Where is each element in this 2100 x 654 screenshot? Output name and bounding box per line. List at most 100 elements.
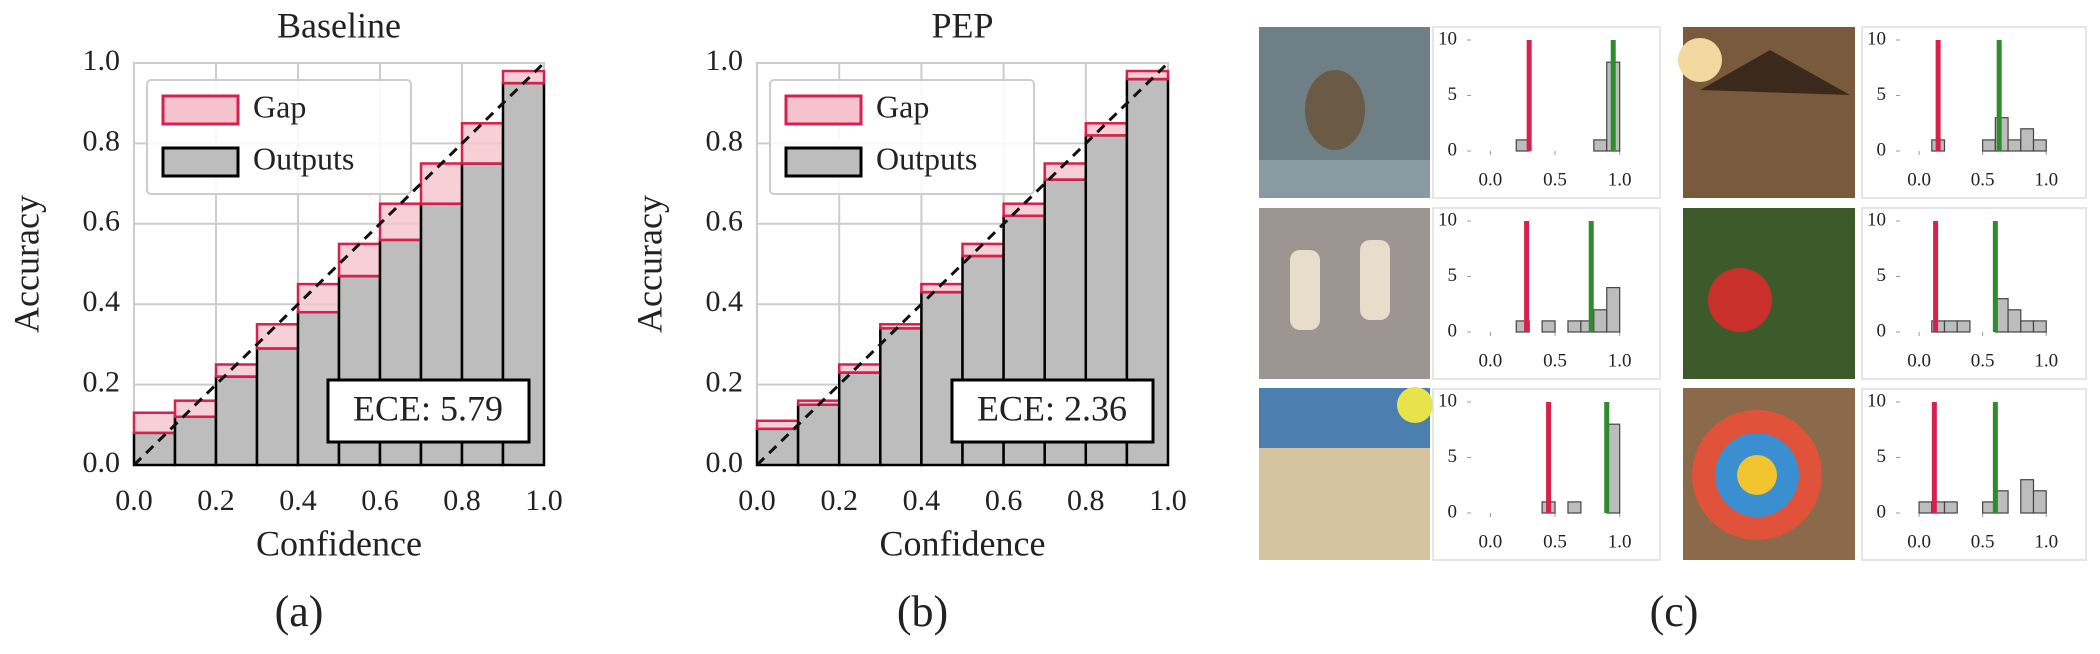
diagonal — [755, 61, 1170, 467]
photos — [1259, 27, 1855, 560]
hist-bar — [1943, 320, 1958, 333]
y-axis-label: Accuracy — [629, 195, 669, 333]
hist-bar — [1567, 501, 1582, 514]
hist-bar — [2007, 309, 2022, 333]
annotation-box — [950, 378, 1155, 444]
y-tick-label: 0.2 — [83, 365, 121, 398]
hist-bar — [1593, 309, 1608, 333]
output-bar — [255, 347, 300, 467]
x-tick-label: 0.0 — [1907, 531, 1931, 552]
y-tick-label: 5 — [1448, 265, 1458, 286]
legend-label: Gap — [876, 88, 929, 124]
hist-bar — [2032, 320, 2047, 333]
y-tick-label: 0.0 — [83, 446, 121, 479]
gap-bar — [378, 202, 423, 242]
x-tick-label: 0.0 — [1479, 169, 1503, 190]
x-tick-label: 0.8 — [443, 484, 481, 517]
y-tick-label: 0 — [1877, 501, 1887, 522]
y-tick-label: 0.4 — [706, 285, 744, 318]
subplot-frame — [1861, 26, 2087, 199]
photo-detail — [1700, 50, 1850, 95]
legend-swatch — [784, 146, 863, 178]
y-tick-label: 0 — [1448, 501, 1458, 522]
chart-title: Baseline — [277, 5, 401, 45]
y-tick-label: 5 — [1448, 446, 1458, 467]
x-tick-label: 1.0 — [1608, 169, 1632, 190]
photo-detail — [1678, 38, 1722, 82]
x-tick-label: 0.4 — [903, 484, 941, 517]
hist-bar — [1982, 139, 1996, 152]
hist-bar — [1567, 320, 1582, 333]
y-tick-label: 0.4 — [83, 285, 121, 318]
x-tick-label: 0.8 — [1067, 484, 1105, 517]
x-tick-label: 1.0 — [1608, 531, 1632, 552]
legend-label: Outputs — [253, 140, 354, 176]
gap-bar — [1125, 69, 1170, 81]
hist-bar — [1956, 320, 1971, 333]
gap-bar — [1002, 202, 1046, 218]
x-tick-label: 0.5 — [1971, 350, 1995, 371]
gap-bar — [419, 162, 464, 205]
gap-bar — [460, 122, 505, 165]
gap-bar — [879, 323, 923, 330]
photo-detail — [1737, 455, 1777, 495]
caption: (c) — [1650, 587, 1699, 636]
legend-label: Gap — [253, 88, 306, 124]
y-tick-label: 1.0 — [706, 44, 744, 77]
hist-bar — [1541, 320, 1556, 333]
hist-bar — [2032, 139, 2047, 152]
annotation: ECE: 5.79 — [353, 388, 503, 428]
x-tick-label: 0.5 — [1971, 531, 1995, 552]
y-tick-label: 5 — [1877, 446, 1887, 467]
output-bar — [214, 375, 259, 467]
gap-bar — [755, 419, 800, 431]
y-tick-label: 0.6 — [706, 205, 744, 238]
annotation: ECE: 2.36 — [977, 388, 1127, 428]
caption: (b) — [897, 587, 948, 636]
annotation-box — [326, 378, 531, 444]
y-tick-label: 5 — [1448, 84, 1458, 105]
hist-bar — [1593, 139, 1608, 152]
x-tick-label: 1.0 — [2034, 350, 2058, 371]
legend-swatch — [784, 94, 863, 126]
y-tick-label: 1.0 — [83, 44, 121, 77]
x-tick-label: 0.5 — [1543, 169, 1567, 190]
photo-sandals — [1259, 208, 1430, 379]
photo-detail — [1290, 250, 1320, 330]
x-tick-label: 0.2 — [197, 484, 235, 517]
hist-bar — [2032, 490, 2047, 514]
hist-bar — [1943, 501, 1958, 514]
legend-swatch — [161, 94, 240, 126]
x-tick-label: 0.0 — [1907, 350, 1931, 371]
hist-bar — [2020, 320, 2035, 333]
photo-detail — [1360, 240, 1390, 320]
photo-detail — [1708, 268, 1772, 332]
y-tick-label: 10 — [1438, 209, 1457, 230]
y-tick-label: 5 — [1877, 265, 1887, 286]
x-tick-label: 0.6 — [985, 484, 1023, 517]
output-bar — [173, 415, 218, 467]
gap-bar — [255, 323, 300, 350]
y-tick-label: 10 — [1867, 390, 1886, 411]
output-bar — [837, 371, 882, 467]
y-tick-label: 10 — [1867, 209, 1886, 230]
caption: (a) — [275, 587, 324, 636]
gap-bar — [132, 411, 177, 435]
x-tick-label: 0.0 — [738, 484, 776, 517]
output-bar — [879, 327, 923, 467]
y-tick-label: 0.2 — [706, 365, 744, 398]
x-tick-label: 1.0 — [1149, 484, 1187, 517]
hist-bar — [2007, 139, 2022, 152]
chart-title: PEP — [931, 5, 993, 45]
x-tick-label: 0.0 — [115, 484, 153, 517]
x-tick-label: 0.0 — [1907, 169, 1931, 190]
hist-bar — [1515, 320, 1530, 333]
x-tick-label: 0.5 — [1971, 169, 1995, 190]
x-tick-label: 0.4 — [279, 484, 317, 517]
hist-bar — [2020, 479, 2035, 514]
subplot-frame — [1432, 26, 1661, 199]
photo-detail — [1259, 160, 1430, 198]
x-tick-label: 1.0 — [2034, 531, 2058, 552]
output-bar — [796, 403, 841, 467]
subplot-frame — [1861, 207, 2087, 380]
